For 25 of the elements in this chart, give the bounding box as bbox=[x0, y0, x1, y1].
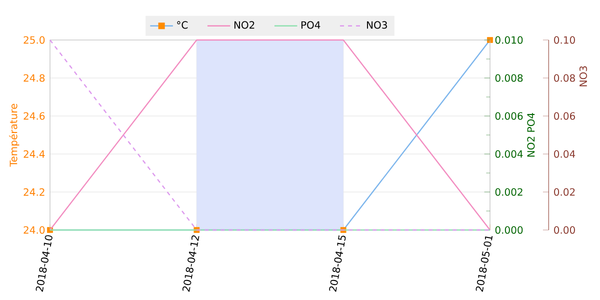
legend-label: NO2 bbox=[234, 21, 254, 29]
y2-tick-label: 0.008 bbox=[495, 74, 523, 82]
y2-tick-label: 0.002 bbox=[495, 188, 522, 196]
y3-tick-label: 0.08 bbox=[554, 74, 575, 82]
legend-label: PO4 bbox=[301, 21, 320, 29]
y2-tick-label: 0.010 bbox=[495, 36, 523, 44]
y-tick-label: 24.4 bbox=[24, 150, 45, 158]
y-axis-title: Température bbox=[9, 104, 20, 167]
y-tick-label: 25.0 bbox=[24, 36, 45, 44]
y2-tick-label: 0.004 bbox=[495, 150, 523, 158]
y2-tick-label: 0.000 bbox=[495, 226, 523, 234]
y3-tick-label: 0.02 bbox=[554, 188, 575, 196]
y3-tick-label: 0.06 bbox=[554, 112, 576, 120]
legend-label: °C bbox=[177, 21, 188, 29]
y2-tick-label: 0.006 bbox=[495, 112, 523, 120]
y-tick-label: 24.0 bbox=[24, 226, 45, 234]
y3-tick-label: 0.00 bbox=[554, 226, 575, 234]
y-tick-label: 24.6 bbox=[24, 112, 45, 120]
y3-tick-label: 0.10 bbox=[554, 36, 575, 44]
y3-axis-title: NO3 bbox=[579, 66, 588, 86]
y-tick-label: 24.2 bbox=[24, 188, 44, 196]
legend-label: NO3 bbox=[367, 21, 387, 29]
y-tick-label: 24.8 bbox=[24, 74, 45, 82]
y2-axis-title: NO2 PO4 bbox=[527, 113, 535, 157]
y3-tick-label: 0.04 bbox=[554, 150, 576, 158]
